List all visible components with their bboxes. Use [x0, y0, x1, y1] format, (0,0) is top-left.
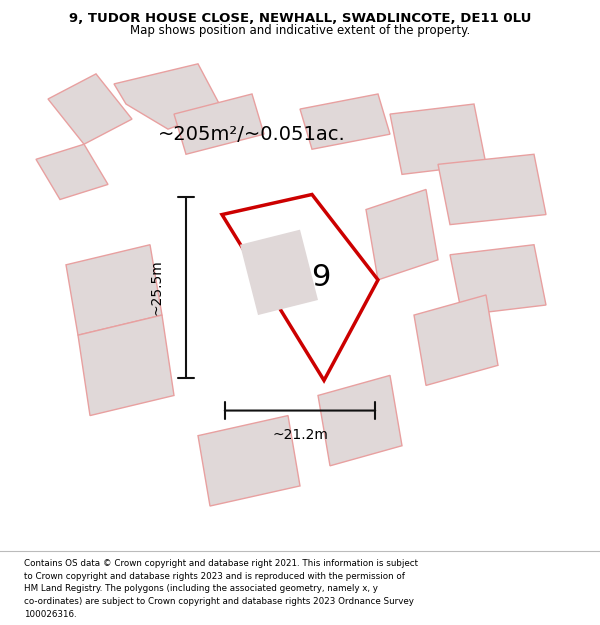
Polygon shape [36, 144, 108, 199]
Polygon shape [450, 245, 546, 315]
Text: ~25.5m: ~25.5m [149, 259, 163, 315]
Polygon shape [390, 104, 486, 174]
Polygon shape [222, 194, 378, 381]
Text: 9: 9 [311, 263, 331, 292]
Polygon shape [48, 74, 132, 144]
Polygon shape [300, 94, 390, 149]
Polygon shape [78, 315, 174, 416]
Text: co-ordinates) are subject to Crown copyright and database rights 2023 Ordnance S: co-ordinates) are subject to Crown copyr… [24, 598, 414, 606]
Polygon shape [414, 295, 498, 386]
Text: Contains OS data © Crown copyright and database right 2021. This information is : Contains OS data © Crown copyright and d… [24, 559, 418, 568]
Text: to Crown copyright and database rights 2023 and is reproduced with the permissio: to Crown copyright and database rights 2… [24, 571, 405, 581]
Polygon shape [174, 94, 264, 154]
Text: 9, TUDOR HOUSE CLOSE, NEWHALL, SWADLINCOTE, DE11 0LU: 9, TUDOR HOUSE CLOSE, NEWHALL, SWADLINCO… [69, 12, 531, 25]
Text: ~21.2m: ~21.2m [272, 428, 328, 442]
Text: HM Land Registry. The polygons (including the associated geometry, namely x, y: HM Land Registry. The polygons (includin… [24, 584, 378, 594]
Text: 100026316.: 100026316. [24, 610, 77, 619]
Text: Map shows position and indicative extent of the property.: Map shows position and indicative extent… [130, 24, 470, 36]
Polygon shape [366, 189, 438, 280]
Polygon shape [66, 245, 162, 335]
Polygon shape [240, 229, 318, 315]
Polygon shape [438, 154, 546, 224]
Polygon shape [198, 416, 300, 506]
Text: ~205m²/~0.051ac.: ~205m²/~0.051ac. [158, 124, 346, 144]
Polygon shape [114, 64, 222, 129]
Polygon shape [318, 376, 402, 466]
